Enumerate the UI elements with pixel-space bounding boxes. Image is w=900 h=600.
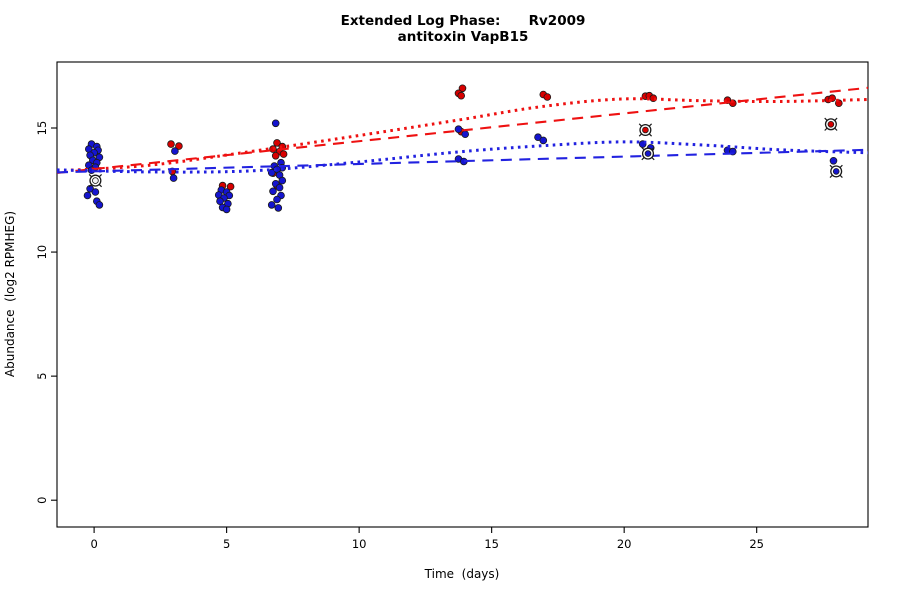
data-point-blue-samples [275, 183, 284, 192]
data-point-blue-samples [274, 204, 283, 212]
data-points-layer [83, 84, 843, 214]
x-tick-label: 5 [223, 537, 230, 551]
plot-subtitle: antitoxin VapB15 [398, 29, 529, 45]
data-point-red-samples [273, 139, 281, 147]
data-point-blue-samples [222, 205, 231, 214]
data-point-red-samples [279, 150, 288, 158]
flagged-point-blue-samples-flagged [829, 164, 843, 179]
blue-lowess-fit-line [56, 140, 869, 174]
marker-center-dot [832, 168, 840, 175]
x-tick-label: 20 [617, 537, 632, 551]
data-point-red-samples [226, 182, 235, 191]
flagged-point-open-flagged [88, 173, 103, 188]
y-tick-label: 15 [35, 121, 49, 136]
x-tick-label: 15 [484, 537, 499, 551]
data-point-blue-samples [267, 168, 276, 177]
x-tick-label: 0 [90, 537, 97, 551]
data-point-blue-samples [91, 188, 100, 196]
data-point-red-samples [167, 140, 175, 148]
data-point-blue-samples [169, 174, 178, 182]
data-point-blue-samples [216, 197, 224, 206]
data-point-blue-samples [454, 125, 463, 133]
x-axis-label: Time (days) [424, 567, 500, 581]
marker-center-dot [644, 150, 652, 157]
plot-title: Extended Log Phase: Rv2009 [341, 13, 586, 29]
data-point-blue-samples [278, 176, 287, 185]
y-tick-label: 5 [35, 372, 49, 379]
x-tick-label: 10 [352, 537, 367, 551]
data-point-blue-samples [829, 157, 838, 165]
marker-center-dot [642, 126, 649, 134]
axis-ticks-layer: 0 5 10 15 20 25 0 5 10 15 [35, 121, 764, 551]
blue-linear-fit-line [56, 148, 869, 174]
marker-center-dot [92, 177, 99, 184]
trend-lines-layer [56, 86, 869, 174]
data-point-blue-samples [539, 136, 548, 145]
y-tick-label: 10 [35, 245, 49, 260]
data-point-blue-samples [83, 191, 92, 200]
data-point-red-samples [457, 91, 466, 100]
red-linear-fit-line [56, 86, 869, 174]
data-point-red-samples [271, 152, 280, 160]
y-tick-label: 0 [35, 497, 49, 504]
data-point-blue-samples [273, 195, 281, 204]
data-point-blue-samples [267, 201, 276, 209]
y-axis-label: Abundance (log2 RPMHEG) [3, 211, 17, 377]
marker-center-dot [827, 121, 835, 128]
plot-box [56, 61, 869, 528]
data-point-blue-samples [461, 130, 470, 139]
data-point-blue-samples [95, 201, 104, 209]
data-point-red-samples [543, 93, 552, 101]
flagged-points-layer [88, 117, 843, 188]
data-point-blue-samples [271, 119, 280, 128]
data-point-red-samples [175, 142, 183, 150]
flagged-point-red-samples-flagged [638, 123, 653, 137]
data-point-blue-samples [269, 187, 277, 196]
flagged-point-blue-samples-flagged [641, 146, 655, 161]
flagged-point-red-samples-flagged [824, 117, 838, 131]
data-point-blue-samples [171, 147, 179, 155]
x-tick-label: 25 [749, 537, 764, 551]
data-point-red-samples [458, 84, 467, 93]
